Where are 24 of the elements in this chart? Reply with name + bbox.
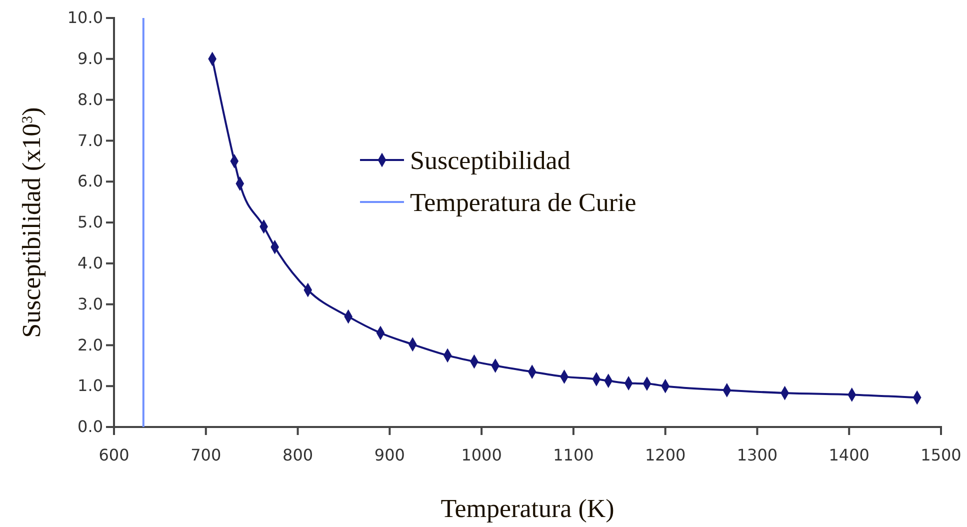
x-tick-label: 1300 [736, 445, 778, 464]
x-tick-label: 1000 [461, 445, 502, 464]
y-tick-label: 1.0 [78, 376, 103, 396]
x-tick-label: 800 [282, 445, 314, 464]
x-tick-label: 1500 [920, 445, 962, 464]
x-tick-label: 700 [190, 445, 222, 464]
legend-label: Temperatura de Curie [410, 188, 636, 218]
x-tick-label: 600 [98, 445, 130, 464]
legend-label: Susceptibilidad [410, 146, 570, 176]
x-axis-title: Temperatura (K) [440, 494, 614, 523]
x-tick-label: 1400 [828, 445, 870, 464]
y-tick-label: 4.0 [78, 254, 103, 273]
x-tick-label: 1100 [553, 445, 594, 464]
y-tick-label: 3.0 [78, 294, 103, 314]
x-tick-label: 900 [374, 445, 405, 464]
y-tick-label: 5.0 [78, 212, 103, 232]
y-tick-label: 7.0 [78, 130, 103, 150]
y-tick-label: 2.0 [78, 335, 103, 354]
y-tick-label: 9.0 [78, 49, 103, 68]
y-tick-label: 0.0 [78, 417, 103, 436]
x-tick-label: 1200 [644, 445, 686, 464]
y-tick-label: 10.0 [67, 8, 103, 28]
y-tick-label: 8.0 [78, 90, 103, 109]
y-tick-label: 6.0 [78, 172, 103, 191]
